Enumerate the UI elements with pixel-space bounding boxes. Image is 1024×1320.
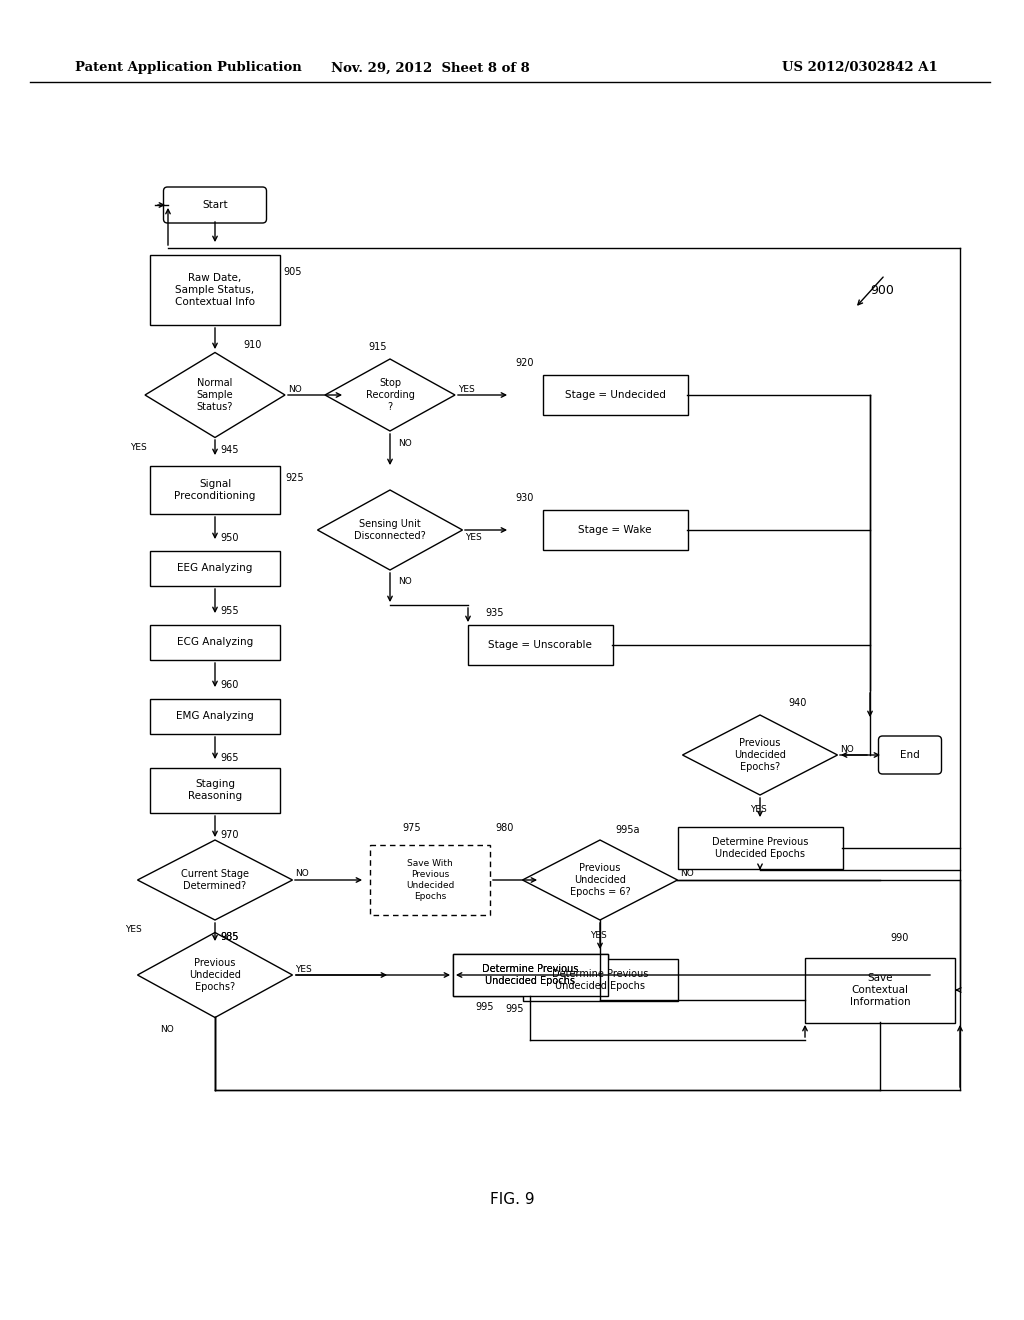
- Text: 985: 985: [220, 932, 239, 942]
- Text: 995: 995: [475, 1002, 494, 1012]
- Text: Signal
Preconditioning: Signal Preconditioning: [174, 479, 256, 502]
- Text: Previous
Undecided
Epochs?: Previous Undecided Epochs?: [734, 738, 786, 772]
- Text: Start: Start: [202, 201, 227, 210]
- Bar: [522, 960, 678, 1001]
- Polygon shape: [137, 840, 293, 920]
- Text: YES: YES: [295, 965, 311, 974]
- Text: 930: 930: [515, 492, 534, 503]
- FancyBboxPatch shape: [879, 737, 941, 774]
- Text: YES: YES: [750, 805, 767, 814]
- Polygon shape: [317, 490, 463, 570]
- Text: Staging
Reasoning: Staging Reasoning: [188, 779, 242, 801]
- Polygon shape: [325, 359, 455, 432]
- Text: Sensing Unit
Disconnected?: Sensing Unit Disconnected?: [354, 519, 426, 541]
- Text: YES: YES: [125, 925, 141, 935]
- Text: Previous
Undecided
Epochs = 6?: Previous Undecided Epochs = 6?: [569, 862, 631, 898]
- Polygon shape: [683, 715, 838, 795]
- Polygon shape: [522, 840, 678, 920]
- Text: Stage = Wake: Stage = Wake: [579, 525, 651, 535]
- Text: 955: 955: [220, 606, 239, 616]
- Text: Save
Contextual
Information: Save Contextual Information: [850, 973, 910, 1007]
- Text: 995: 995: [505, 1005, 523, 1014]
- Bar: [805, 957, 955, 1023]
- Text: 970: 970: [220, 830, 239, 840]
- Text: EEG Analyzing: EEG Analyzing: [177, 564, 253, 573]
- Text: Determine Previous
Undecided Epochs: Determine Previous Undecided Epochs: [712, 837, 808, 859]
- Bar: [678, 828, 843, 869]
- Text: YES: YES: [465, 533, 481, 543]
- Text: 935: 935: [485, 609, 504, 618]
- Text: Determine Previous
Undecided Epochs: Determine Previous Undecided Epochs: [552, 969, 648, 991]
- Text: Determine Previous
Undecided Epochs: Determine Previous Undecided Epochs: [482, 964, 579, 986]
- Bar: [150, 255, 280, 325]
- Bar: [370, 845, 490, 915]
- Text: 985: 985: [220, 932, 239, 942]
- Text: 925: 925: [285, 473, 304, 483]
- Text: NO: NO: [398, 578, 412, 586]
- Text: NO: NO: [160, 1026, 174, 1035]
- FancyBboxPatch shape: [164, 187, 266, 223]
- Text: Stop
Recording
?: Stop Recording ?: [366, 378, 415, 412]
- Text: End: End: [900, 750, 920, 760]
- Text: 920: 920: [515, 358, 534, 368]
- Text: 995a: 995a: [615, 825, 640, 836]
- Text: NO: NO: [680, 870, 693, 879]
- Text: Normal
Sample
Status?: Normal Sample Status?: [197, 378, 233, 412]
- Text: YES: YES: [590, 931, 607, 940]
- Text: Raw Date,
Sample Status,
Contextual Info: Raw Date, Sample Status, Contextual Info: [175, 273, 255, 308]
- Text: 980: 980: [495, 822, 513, 833]
- Text: 975: 975: [402, 822, 421, 833]
- Text: NO: NO: [840, 744, 854, 754]
- Text: NO: NO: [398, 438, 412, 447]
- Bar: [150, 698, 280, 734]
- Text: 940: 940: [788, 698, 806, 708]
- Bar: [150, 550, 280, 586]
- Text: 910: 910: [243, 341, 261, 350]
- Text: EMG Analyzing: EMG Analyzing: [176, 711, 254, 721]
- Text: 915: 915: [368, 342, 386, 352]
- Text: US 2012/0302842 A1: US 2012/0302842 A1: [782, 62, 938, 74]
- Text: Determine Previous
Undecided Epochs: Determine Previous Undecided Epochs: [482, 964, 579, 986]
- Text: YES: YES: [130, 442, 146, 451]
- Bar: [150, 466, 280, 513]
- Text: 900: 900: [870, 284, 894, 297]
- Bar: [543, 375, 687, 414]
- Text: 950: 950: [220, 533, 239, 543]
- Text: 960: 960: [220, 680, 239, 690]
- Text: Previous
Undecided
Epochs?: Previous Undecided Epochs?: [189, 957, 241, 993]
- Bar: [453, 954, 607, 997]
- Text: ECG Analyzing: ECG Analyzing: [177, 638, 253, 647]
- Text: 990: 990: [890, 933, 908, 942]
- Polygon shape: [145, 352, 285, 437]
- Text: 965: 965: [220, 752, 239, 763]
- Text: 905: 905: [283, 267, 301, 277]
- Text: FIG. 9: FIG. 9: [489, 1192, 535, 1208]
- Text: Stage = Undecided: Stage = Undecided: [564, 389, 666, 400]
- Text: Patent Application Publication: Patent Application Publication: [75, 62, 302, 74]
- Text: Save With
Previous
Undecided
Epochs: Save With Previous Undecided Epochs: [406, 859, 455, 902]
- Polygon shape: [137, 932, 293, 1018]
- Bar: [150, 767, 280, 813]
- Text: Stage = Unscorable: Stage = Unscorable: [488, 640, 592, 649]
- Text: NO: NO: [288, 384, 302, 393]
- Text: Current Stage
Determined?: Current Stage Determined?: [181, 869, 249, 891]
- Bar: [543, 510, 687, 550]
- Text: NO: NO: [295, 870, 309, 879]
- Bar: [453, 954, 607, 997]
- Bar: [468, 624, 612, 665]
- Text: Nov. 29, 2012  Sheet 8 of 8: Nov. 29, 2012 Sheet 8 of 8: [331, 62, 529, 74]
- Text: YES: YES: [458, 384, 475, 393]
- Bar: [150, 624, 280, 660]
- Text: 945: 945: [220, 445, 239, 455]
